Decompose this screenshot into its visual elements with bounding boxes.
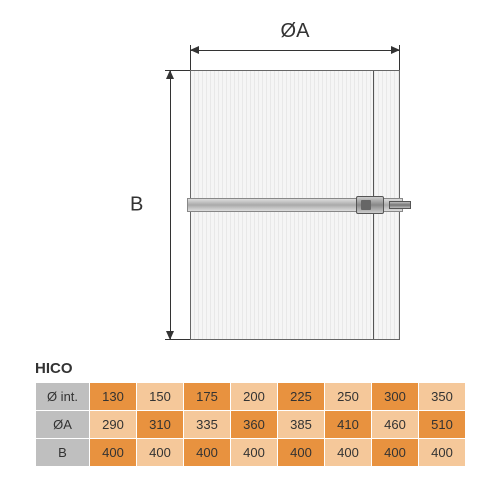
height-dimension: B <box>140 70 180 340</box>
width-ext-line-left <box>190 45 191 70</box>
cell: 400 <box>90 439 137 467</box>
clamp-bolt <box>389 201 411 209</box>
cell: 200 <box>231 383 278 411</box>
cell: 400 <box>137 439 184 467</box>
row-header-dint: Ø int. <box>36 383 90 411</box>
cell: 400 <box>184 439 231 467</box>
height-dim-line <box>170 70 171 340</box>
height-ext-line-top <box>165 70 193 71</box>
cell: 385 <box>278 411 325 439</box>
row-header-b: B <box>36 439 90 467</box>
cylinder-body <box>190 70 400 340</box>
cell: 400 <box>325 439 372 467</box>
table-title: HICO <box>35 360 73 377</box>
table-row: Ø int. 130 150 175 200 225 250 300 350 <box>36 383 466 411</box>
cell: 225 <box>278 383 325 411</box>
cell: 400 <box>231 439 278 467</box>
width-ext-line-right <box>399 45 400 70</box>
cell: 335 <box>184 411 231 439</box>
cell: 300 <box>372 383 419 411</box>
cell: 130 <box>90 383 137 411</box>
cell: 310 <box>137 411 184 439</box>
cell: 360 <box>231 411 278 439</box>
cell: 290 <box>90 411 137 439</box>
width-dimension: ØA <box>190 20 400 60</box>
row-header-oa: ØA <box>36 411 90 439</box>
table-row: ØA 290 310 335 360 385 410 460 510 <box>36 411 466 439</box>
technical-drawing: ØA B <box>60 20 440 350</box>
table-row: B 400 400 400 400 400 400 400 400 <box>36 439 466 467</box>
cell: 510 <box>419 411 466 439</box>
height-ext-line-bottom <box>165 339 193 340</box>
spec-table: Ø int. 130 150 175 200 225 250 300 350 Ø… <box>35 382 466 467</box>
width-dim-line <box>190 50 400 51</box>
cell: 460 <box>372 411 419 439</box>
cell: 350 <box>419 383 466 411</box>
clamp-mechanism <box>356 196 384 214</box>
cell: 410 <box>325 411 372 439</box>
cell: 400 <box>372 439 419 467</box>
width-dim-label: ØA <box>190 20 400 43</box>
cell: 400 <box>278 439 325 467</box>
cell: 400 <box>419 439 466 467</box>
clamp-latch <box>361 200 371 210</box>
cell: 250 <box>325 383 372 411</box>
height-dim-label: B <box>130 194 143 217</box>
cell: 150 <box>137 383 184 411</box>
cell: 175 <box>184 383 231 411</box>
